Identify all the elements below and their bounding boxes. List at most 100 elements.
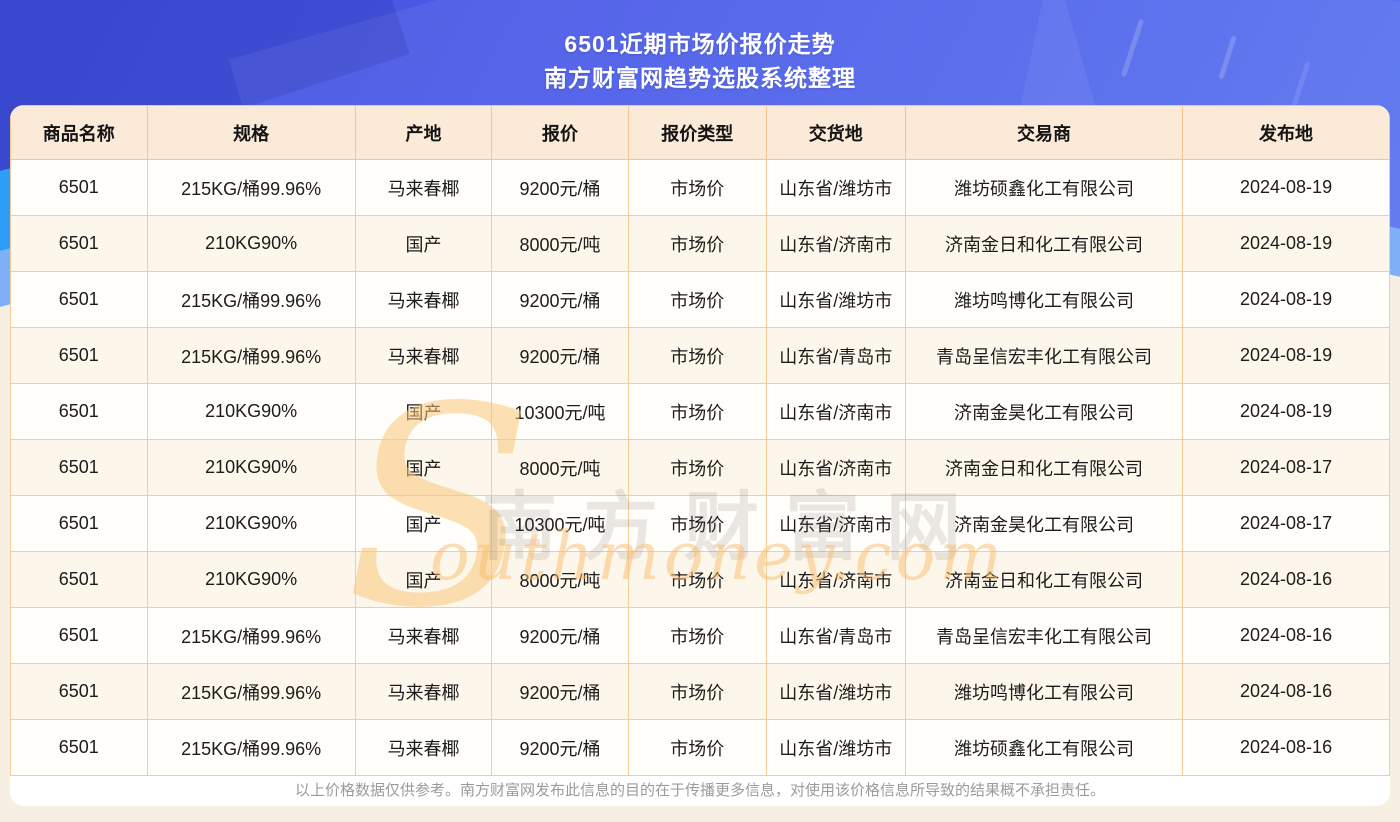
table-cell: 6501 (10, 159, 148, 216)
table-cell: 市场价 (627, 159, 767, 216)
table-cell: 210KG90% (146, 439, 356, 496)
column-header: 报价类型 (627, 105, 767, 160)
table-cell: 马来春椰 (354, 607, 493, 664)
table-cell: 210KG90% (146, 215, 356, 272)
table-row: 6501 210KG90% 国产 8000元/吨 市场价 山东省/济南市 济南金日和化工有限… (10, 439, 1390, 496)
table-cell: 国产 (354, 215, 493, 272)
column-header: 报价 (491, 105, 629, 160)
table-cell: 山东省/潍坊市 (765, 719, 906, 776)
table-row: 6501 210KG90% 国产 8000元/吨 市场价 山东省/济南市 济南金日和化工有限… (10, 551, 1390, 608)
table-row: 6501 215KG/桶99.96% 马来春椰 9200元/桶 市场价 山东省/青岛市 青岛… (10, 607, 1390, 664)
table-cell: 2024-08-19 (1182, 159, 1390, 216)
table-cell: 潍坊鸣博化工有限公司 (904, 663, 1184, 720)
table-cell: 6501 (10, 439, 148, 496)
table-cell: 济南金昊化工有限公司 (904, 495, 1184, 552)
table-cell: 山东省/济南市 (765, 215, 906, 272)
table-row: 6501 210KG90% 国产 10300元/吨 市场价 山东省/济南市 济南金昊化工有限… (10, 383, 1390, 440)
table-cell: 山东省/济南市 (765, 551, 906, 608)
table-cell: 2024-08-16 (1182, 663, 1390, 720)
table-cell: 6501 (10, 495, 148, 552)
table-cell: 济南金昊化工有限公司 (904, 383, 1184, 440)
table-cell: 潍坊硕鑫化工有限公司 (904, 159, 1184, 216)
table-cell: 6501 (10, 327, 148, 384)
table-cell: 市场价 (627, 215, 767, 272)
table-cell: 9200元/桶 (491, 271, 629, 328)
column-header: 发布地 (1182, 105, 1390, 160)
table-cell: 市场价 (627, 607, 767, 664)
table-cell: 2024-08-19 (1182, 383, 1390, 440)
table-cell: 8000元/吨 (491, 439, 629, 496)
table-cell: 2024-08-17 (1182, 439, 1390, 496)
table-cell: 青岛呈信宏丰化工有限公司 (904, 607, 1184, 664)
table-cell: 9200元/桶 (491, 327, 629, 384)
table-cell: 6501 (10, 607, 148, 664)
table-cell: 市场价 (627, 495, 767, 552)
table-cell: 2024-08-16 (1182, 551, 1390, 608)
table-cell: 马来春椰 (354, 271, 493, 328)
table-cell: 215KG/桶99.96% (146, 663, 356, 720)
table-cell: 国产 (354, 551, 493, 608)
table-cell: 山东省/青岛市 (765, 607, 906, 664)
page-subtitle: 南方财富网趋势选股系统整理 (544, 65, 856, 91)
table-cell: 215KG/桶99.96% (146, 271, 356, 328)
table-cell: 8000元/吨 (491, 551, 629, 608)
table-cell: 6501 (10, 271, 148, 328)
table-cell: 马来春椰 (354, 327, 493, 384)
table-cell: 市场价 (627, 663, 767, 720)
table-cell: 马来春椰 (354, 719, 493, 776)
table-cell: 2024-08-16 (1182, 719, 1390, 776)
table-cell: 潍坊鸣博化工有限公司 (904, 271, 1184, 328)
table-cell: 济南金日和化工有限公司 (904, 551, 1184, 608)
table-cell: 210KG90% (146, 495, 356, 552)
table-cell: 6501 (10, 215, 148, 272)
table-row: 6501 210KG90% 国产 8000元/吨 市场价 山东省/济南市 济南金日和化工有限… (10, 215, 1390, 272)
table-cell: 市场价 (627, 551, 767, 608)
right-edge-light-blue-accent (1389, 226, 1400, 278)
table-cell: 山东省/济南市 (765, 383, 906, 440)
price-table-container: 商品名称 规格 产地 报价 报价类型 交货地 交易商 发布地 6501 215KG/桶99.96… (10, 105, 1390, 806)
disclaimer-text: 以上价格数据仅供参考。南方财富网发布此信息的目的在于传播更多信息，对使用该价格信… (10, 776, 1390, 806)
table-cell: 2024-08-17 (1182, 495, 1390, 552)
table-cell: 215KG/桶99.96% (146, 719, 356, 776)
table-cell: 山东省/济南市 (765, 439, 906, 496)
table-cell: 山东省/青岛市 (765, 327, 906, 384)
table-cell: 6501 (10, 719, 148, 776)
table-cell: 215KG/桶99.96% (146, 327, 356, 384)
table-cell: 2024-08-16 (1182, 607, 1390, 664)
table-cell: 6501 (10, 383, 148, 440)
price-table: 商品名称 规格 产地 报价 报价类型 交货地 交易商 发布地 6501 215KG/桶99.96… (10, 105, 1390, 776)
table-cell: 山东省/潍坊市 (765, 663, 906, 720)
table-row: 6501 210KG90% 国产 10300元/吨 市场价 山东省/济南市 济南金昊化工有限… (10, 495, 1390, 552)
table-cell: 6501 (10, 551, 148, 608)
table-cell: 210KG90% (146, 551, 356, 608)
table-cell: 国产 (354, 383, 493, 440)
table-header-row: 商品名称 规格 产地 报价 报价类型 交货地 交易商 发布地 (10, 105, 1390, 160)
table-cell: 潍坊硕鑫化工有限公司 (904, 719, 1184, 776)
table-cell: 山东省/潍坊市 (765, 159, 906, 216)
table-cell: 市场价 (627, 271, 767, 328)
table-row: 6501 215KG/桶99.96% 马来春椰 9200元/桶 市场价 山东省/青岛市 青岛… (10, 327, 1390, 384)
table-cell: 市场价 (627, 439, 767, 496)
table-cell: 9200元/桶 (491, 719, 629, 776)
table-cell: 6501 (10, 663, 148, 720)
table-cell: 210KG90% (146, 383, 356, 440)
table-cell: 10300元/吨 (491, 383, 629, 440)
table-cell: 山东省/潍坊市 (765, 271, 906, 328)
table-row: 6501 215KG/桶99.96% 马来春椰 9200元/桶 市场价 山东省/潍坊市 潍坊… (10, 159, 1390, 216)
table-cell: 2024-08-19 (1182, 271, 1390, 328)
table-cell: 马来春椰 (354, 159, 493, 216)
table-cell: 市场价 (627, 327, 767, 384)
table-cell: 马来春椰 (354, 663, 493, 720)
column-header: 商品名称 (10, 105, 148, 160)
column-header: 规格 (146, 105, 356, 160)
table-cell: 9200元/桶 (491, 159, 629, 216)
table-cell: 青岛呈信宏丰化工有限公司 (904, 327, 1184, 384)
table-cell: 市场价 (627, 383, 767, 440)
table-cell: 市场价 (627, 719, 767, 776)
column-header: 交易商 (904, 105, 1184, 160)
table-cell: 济南金日和化工有限公司 (904, 439, 1184, 496)
table-cell: 10300元/吨 (491, 495, 629, 552)
table-cell: 215KG/桶99.96% (146, 607, 356, 664)
table-cell: 9200元/桶 (491, 663, 629, 720)
table-row: 6501 215KG/桶99.96% 马来春椰 9200元/桶 市场价 山东省/潍坊市 潍坊… (10, 271, 1390, 328)
